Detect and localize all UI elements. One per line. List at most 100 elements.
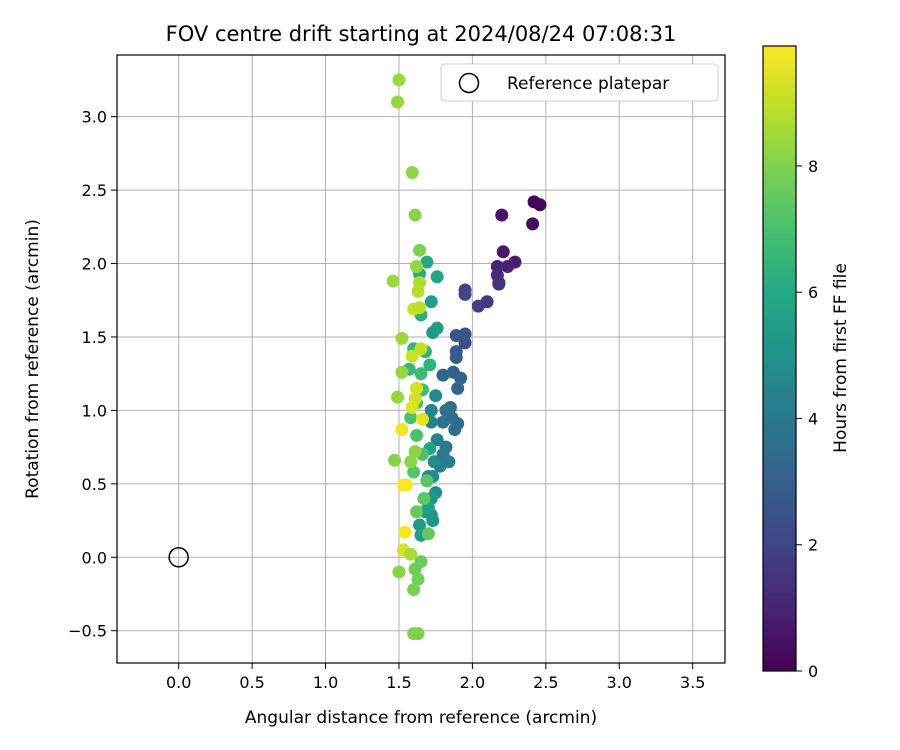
data-point [408, 208, 422, 222]
legend-box [440, 63, 719, 102]
data-point [427, 455, 441, 469]
data-point [448, 422, 462, 436]
y-tick-label: 3.0 [82, 108, 107, 127]
x-tick-label: 0.5 [239, 673, 264, 692]
data-point [391, 95, 405, 109]
colorbar-label: Hours from first FF file [831, 263, 851, 453]
colorbar-tick-label: 6 [808, 283, 818, 302]
data-point [407, 465, 421, 479]
data-point [439, 403, 453, 417]
data-point [458, 287, 472, 301]
chart-title: FOV centre drift starting at 2024/08/24 … [166, 22, 677, 46]
data-point [392, 73, 406, 87]
data-point [398, 525, 412, 539]
data-point [396, 478, 410, 492]
x-tick-label: 1.5 [386, 673, 411, 692]
data-point [533, 198, 547, 212]
data-point [413, 301, 427, 315]
data-point [405, 165, 419, 179]
data-point [451, 381, 465, 395]
data-point [423, 358, 437, 372]
data-point [415, 412, 429, 426]
data-point [411, 627, 425, 641]
data-point [436, 415, 450, 429]
data-point [407, 583, 421, 597]
data-point [391, 390, 405, 404]
data-point [388, 453, 402, 467]
data-point [496, 245, 510, 259]
data-point [404, 547, 418, 561]
y-tick-label: 1.0 [82, 401, 107, 420]
data-point [426, 514, 440, 528]
data-point [404, 411, 418, 425]
x-axis-label: Angular distance from reference (arcmin) [245, 708, 597, 728]
y-tick-label: 1.5 [82, 328, 107, 347]
data-point [526, 217, 540, 231]
x-tick-label: 3.5 [680, 673, 705, 692]
data-point [471, 299, 485, 313]
x-tick-label: 0.0 [166, 673, 191, 692]
data-point [395, 331, 409, 345]
data-point [414, 367, 428, 381]
colorbar: 0 2 4 6 8 Hours from first FF file [762, 45, 851, 681]
data-point [414, 342, 428, 356]
y-tick-label: 0.0 [82, 548, 107, 567]
data-point [395, 422, 409, 436]
data-point [408, 562, 422, 576]
data-points [386, 73, 547, 641]
y-axis-label: Rotation from reference (arcmin) [23, 219, 43, 499]
data-point [413, 518, 427, 532]
data-point [411, 284, 425, 298]
x-tick-label: 2.0 [460, 673, 485, 692]
y-tick-label: −0.5 [68, 622, 107, 641]
data-point [410, 381, 424, 395]
data-point [495, 208, 509, 222]
data-point [430, 433, 444, 447]
data-point [429, 389, 443, 403]
colorbar-gradient [762, 45, 797, 672]
data-point [404, 455, 418, 469]
x-tick-label: 3.0 [607, 673, 632, 692]
data-point [405, 400, 419, 414]
colorbar-tick-label: 8 [808, 157, 818, 176]
colorbar-ticks: 0 2 4 6 8 [796, 157, 818, 681]
colorbar-tick-label: 4 [808, 409, 818, 428]
data-point [417, 492, 431, 506]
data-point [410, 505, 424, 519]
data-point [386, 274, 400, 288]
data-point [501, 259, 515, 273]
plot-frame [116, 54, 726, 664]
y-tick-label: 2.0 [82, 255, 107, 274]
data-point [421, 527, 435, 541]
data-point [492, 277, 506, 291]
x-tick-label: 2.5 [533, 673, 558, 692]
x-tick-label: 1.0 [313, 673, 338, 692]
data-point [430, 270, 444, 284]
data-point [420, 255, 434, 269]
data-point [408, 445, 422, 459]
data-point [410, 259, 424, 273]
reference-marker [168, 547, 189, 568]
data-point [410, 428, 424, 442]
legend-reference-icon [458, 72, 480, 94]
legend: Reference platepar [440, 63, 719, 102]
data-point [420, 474, 434, 488]
data-point [436, 368, 450, 382]
colorbar-tick-label: 0 [808, 662, 818, 681]
colorbar-tick-label: 2 [808, 536, 818, 555]
data-point [424, 403, 438, 417]
y-tick-label: 0.5 [82, 475, 107, 494]
legend-entry-reference: Reference platepar [507, 74, 669, 94]
data-point [405, 349, 419, 363]
data-point [392, 565, 406, 579]
x-axis-ticks: 0.0 0.5 1.0 1.5 2.0 2.5 3.0 3.5 [166, 663, 705, 692]
data-point [454, 371, 468, 385]
data-point [413, 243, 427, 257]
data-point [449, 351, 463, 365]
y-tick-label: 2.5 [82, 181, 107, 200]
data-point [395, 365, 409, 379]
data-point [411, 572, 425, 586]
data-point [449, 329, 463, 343]
data-point [424, 295, 438, 309]
